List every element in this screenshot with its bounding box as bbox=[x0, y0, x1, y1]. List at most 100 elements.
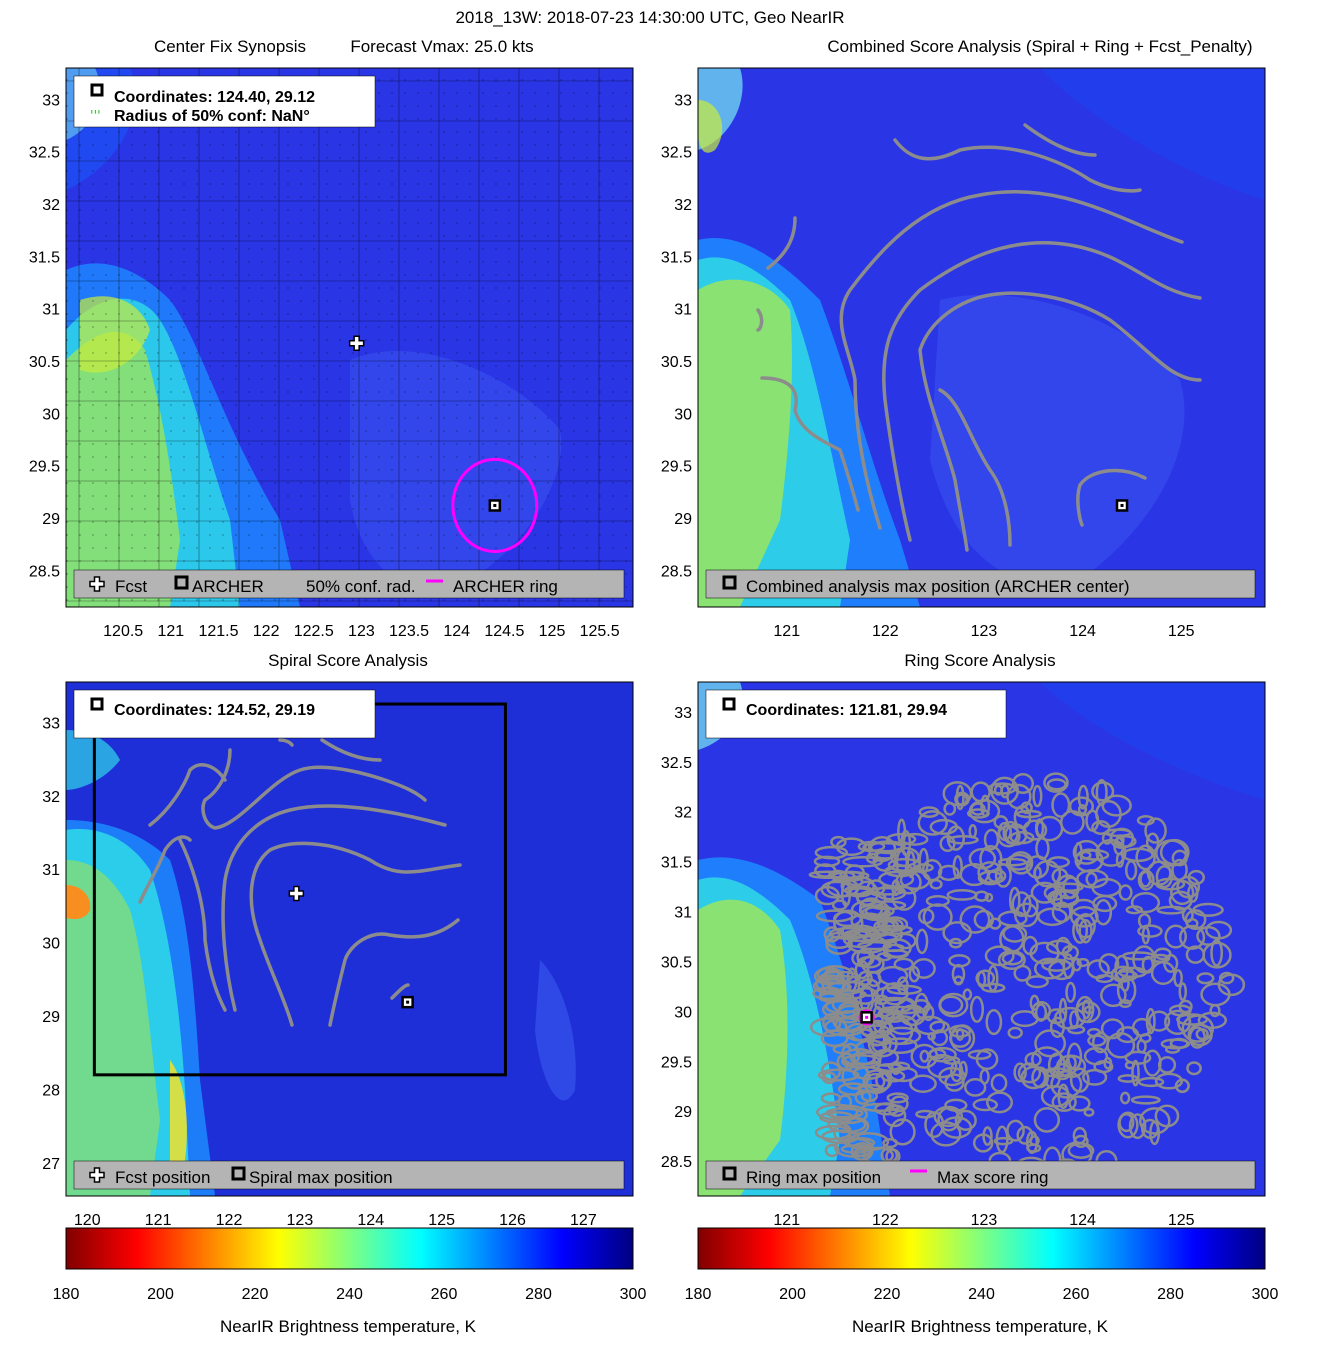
spiral-square-icon bbox=[90, 697, 104, 711]
ring-contour bbox=[909, 1074, 937, 1093]
y-tick-label: 30 bbox=[674, 406, 692, 423]
x-tick-label: 124 bbox=[357, 1212, 384, 1229]
ring-contour bbox=[986, 1091, 1014, 1114]
ring-contour bbox=[1007, 1026, 1023, 1039]
ring-contour bbox=[929, 1020, 950, 1034]
ring-contour bbox=[1169, 1004, 1192, 1017]
ring-contour bbox=[1218, 971, 1235, 985]
ring-contour bbox=[1181, 1014, 1215, 1043]
ring-contour bbox=[1132, 945, 1156, 974]
ring-contour bbox=[1176, 875, 1201, 899]
ring-contour bbox=[816, 965, 854, 985]
ring-contour bbox=[1160, 1038, 1191, 1050]
ring-contour bbox=[948, 954, 971, 968]
ring-contour bbox=[962, 988, 973, 1001]
ring-contour bbox=[1119, 1091, 1131, 1105]
ring-panel: 121 122 123 124 125 28.5 29 29.5 30 30.5 31 31.5 32… bbox=[661, 681, 1266, 1229]
colorbar-tick-label: 260 bbox=[1063, 1286, 1090, 1303]
conf-radius-icon: ''' bbox=[90, 109, 101, 124]
y-tick-label: 32 bbox=[674, 805, 692, 822]
spiral-legend-fcst: Fcst position bbox=[115, 1168, 210, 1187]
ring-contour bbox=[1128, 1113, 1147, 1140]
ring-contour bbox=[1014, 902, 1039, 928]
ring-contour bbox=[1065, 981, 1077, 1003]
ring-contour bbox=[857, 970, 873, 986]
ring-contour bbox=[1010, 1010, 1039, 1028]
ring-contour bbox=[842, 856, 884, 868]
ring-contour bbox=[1091, 877, 1122, 898]
ring-contour bbox=[835, 837, 867, 857]
ring-contour bbox=[1072, 839, 1101, 865]
spiral-info-box bbox=[73, 689, 376, 739]
y-tick-label: 33 bbox=[674, 92, 692, 109]
ring-contour bbox=[946, 889, 978, 901]
ring-contour bbox=[854, 960, 870, 980]
x-tick-label: 122 bbox=[216, 1212, 243, 1229]
x-tick-label: 122 bbox=[872, 1212, 899, 1229]
ring-contour bbox=[954, 1109, 977, 1131]
combined-yticks: 28.5 29 29.5 30 30.5 31 31.5 32 32.5 33 bbox=[661, 92, 692, 580]
ring-contour bbox=[831, 994, 860, 1015]
ring-contour bbox=[837, 1082, 869, 1096]
ring-xticks: 121 122 123 124 125 bbox=[773, 1212, 1194, 1229]
combined-max-marker-dot bbox=[1120, 503, 1124, 507]
y-tick-label: 28.5 bbox=[661, 563, 692, 580]
archer-ring bbox=[451, 457, 539, 554]
x-tick-label: 123 bbox=[971, 1212, 998, 1229]
center-fix-yticks: 28.5 29 29.5 30 30.5 31 31.5 32 32.5 33 bbox=[29, 92, 60, 580]
ring-contour bbox=[926, 1053, 958, 1079]
spiral-xticks: 120 121 122 123 124 125 126 127 bbox=[74, 1212, 597, 1229]
ring-contour bbox=[939, 835, 956, 853]
colorbar-tick-label: 180 bbox=[53, 1286, 80, 1303]
y-tick-label: 28.5 bbox=[661, 1154, 692, 1171]
x-tick-label: 121 bbox=[773, 1212, 800, 1229]
ring-contour bbox=[919, 1049, 930, 1063]
ring-contour bbox=[1047, 1052, 1066, 1078]
x-tick-label: 121 bbox=[773, 623, 800, 640]
y-tick-label: 30.5 bbox=[661, 954, 692, 971]
ring-contour bbox=[1124, 1060, 1136, 1070]
ring-contour bbox=[813, 855, 841, 868]
ring-contour bbox=[1117, 1111, 1139, 1139]
ring-contour bbox=[814, 863, 837, 878]
ring-contour bbox=[882, 949, 909, 959]
ring-contour bbox=[852, 1066, 884, 1080]
colorbar-tick-label: 280 bbox=[525, 1286, 552, 1303]
x-tick-label: 126 bbox=[499, 1212, 526, 1229]
figure-suptitle: 2018_13W: 2018-07-23 14:30:00 UTC, Geo N… bbox=[455, 8, 844, 27]
y-tick-label: 29 bbox=[674, 1104, 692, 1121]
ring-contour bbox=[886, 1092, 909, 1104]
x-tick-label: 120.5 bbox=[103, 623, 143, 640]
ring-contour bbox=[1124, 860, 1138, 881]
ring-contour bbox=[1011, 891, 1032, 917]
combined-legend bbox=[705, 569, 1256, 599]
ring-contour bbox=[1118, 884, 1133, 901]
ring-contour bbox=[969, 995, 985, 1023]
x-tick-label: 123.5 bbox=[389, 623, 429, 640]
colorbar-tick-label: 200 bbox=[779, 1286, 806, 1303]
ring-contour bbox=[1005, 853, 1032, 871]
y-tick-label: 33 bbox=[674, 705, 692, 722]
ring-contour bbox=[1016, 1125, 1034, 1145]
ring-contour bbox=[886, 984, 923, 995]
ring-contour bbox=[874, 994, 889, 1006]
archer-square-icon bbox=[174, 575, 189, 590]
ring-contour bbox=[925, 895, 950, 907]
ring-contour bbox=[814, 885, 840, 906]
archer-square-icon bbox=[90, 83, 104, 97]
ring-contour bbox=[928, 1046, 957, 1063]
y-tick-label: 31.5 bbox=[29, 249, 60, 266]
ring-contour bbox=[1078, 918, 1093, 944]
ring-contour bbox=[1046, 778, 1067, 791]
x-tick-label: 124 bbox=[1069, 623, 1096, 640]
combined-title: Combined Score Analysis (Spiral + Ring +… bbox=[827, 37, 1252, 56]
ring-contour bbox=[1141, 926, 1151, 945]
ring-contour bbox=[981, 982, 1006, 993]
colorbar-tick-label: 180 bbox=[685, 1286, 712, 1303]
ring-contour bbox=[980, 794, 991, 818]
ring-contour bbox=[1067, 1142, 1095, 1159]
ring-contour bbox=[823, 926, 841, 943]
ring-contour bbox=[1114, 954, 1129, 981]
colorbar-left: 180 200 220 240 260 280 300 NearIR Brightness … bbox=[53, 1227, 646, 1336]
